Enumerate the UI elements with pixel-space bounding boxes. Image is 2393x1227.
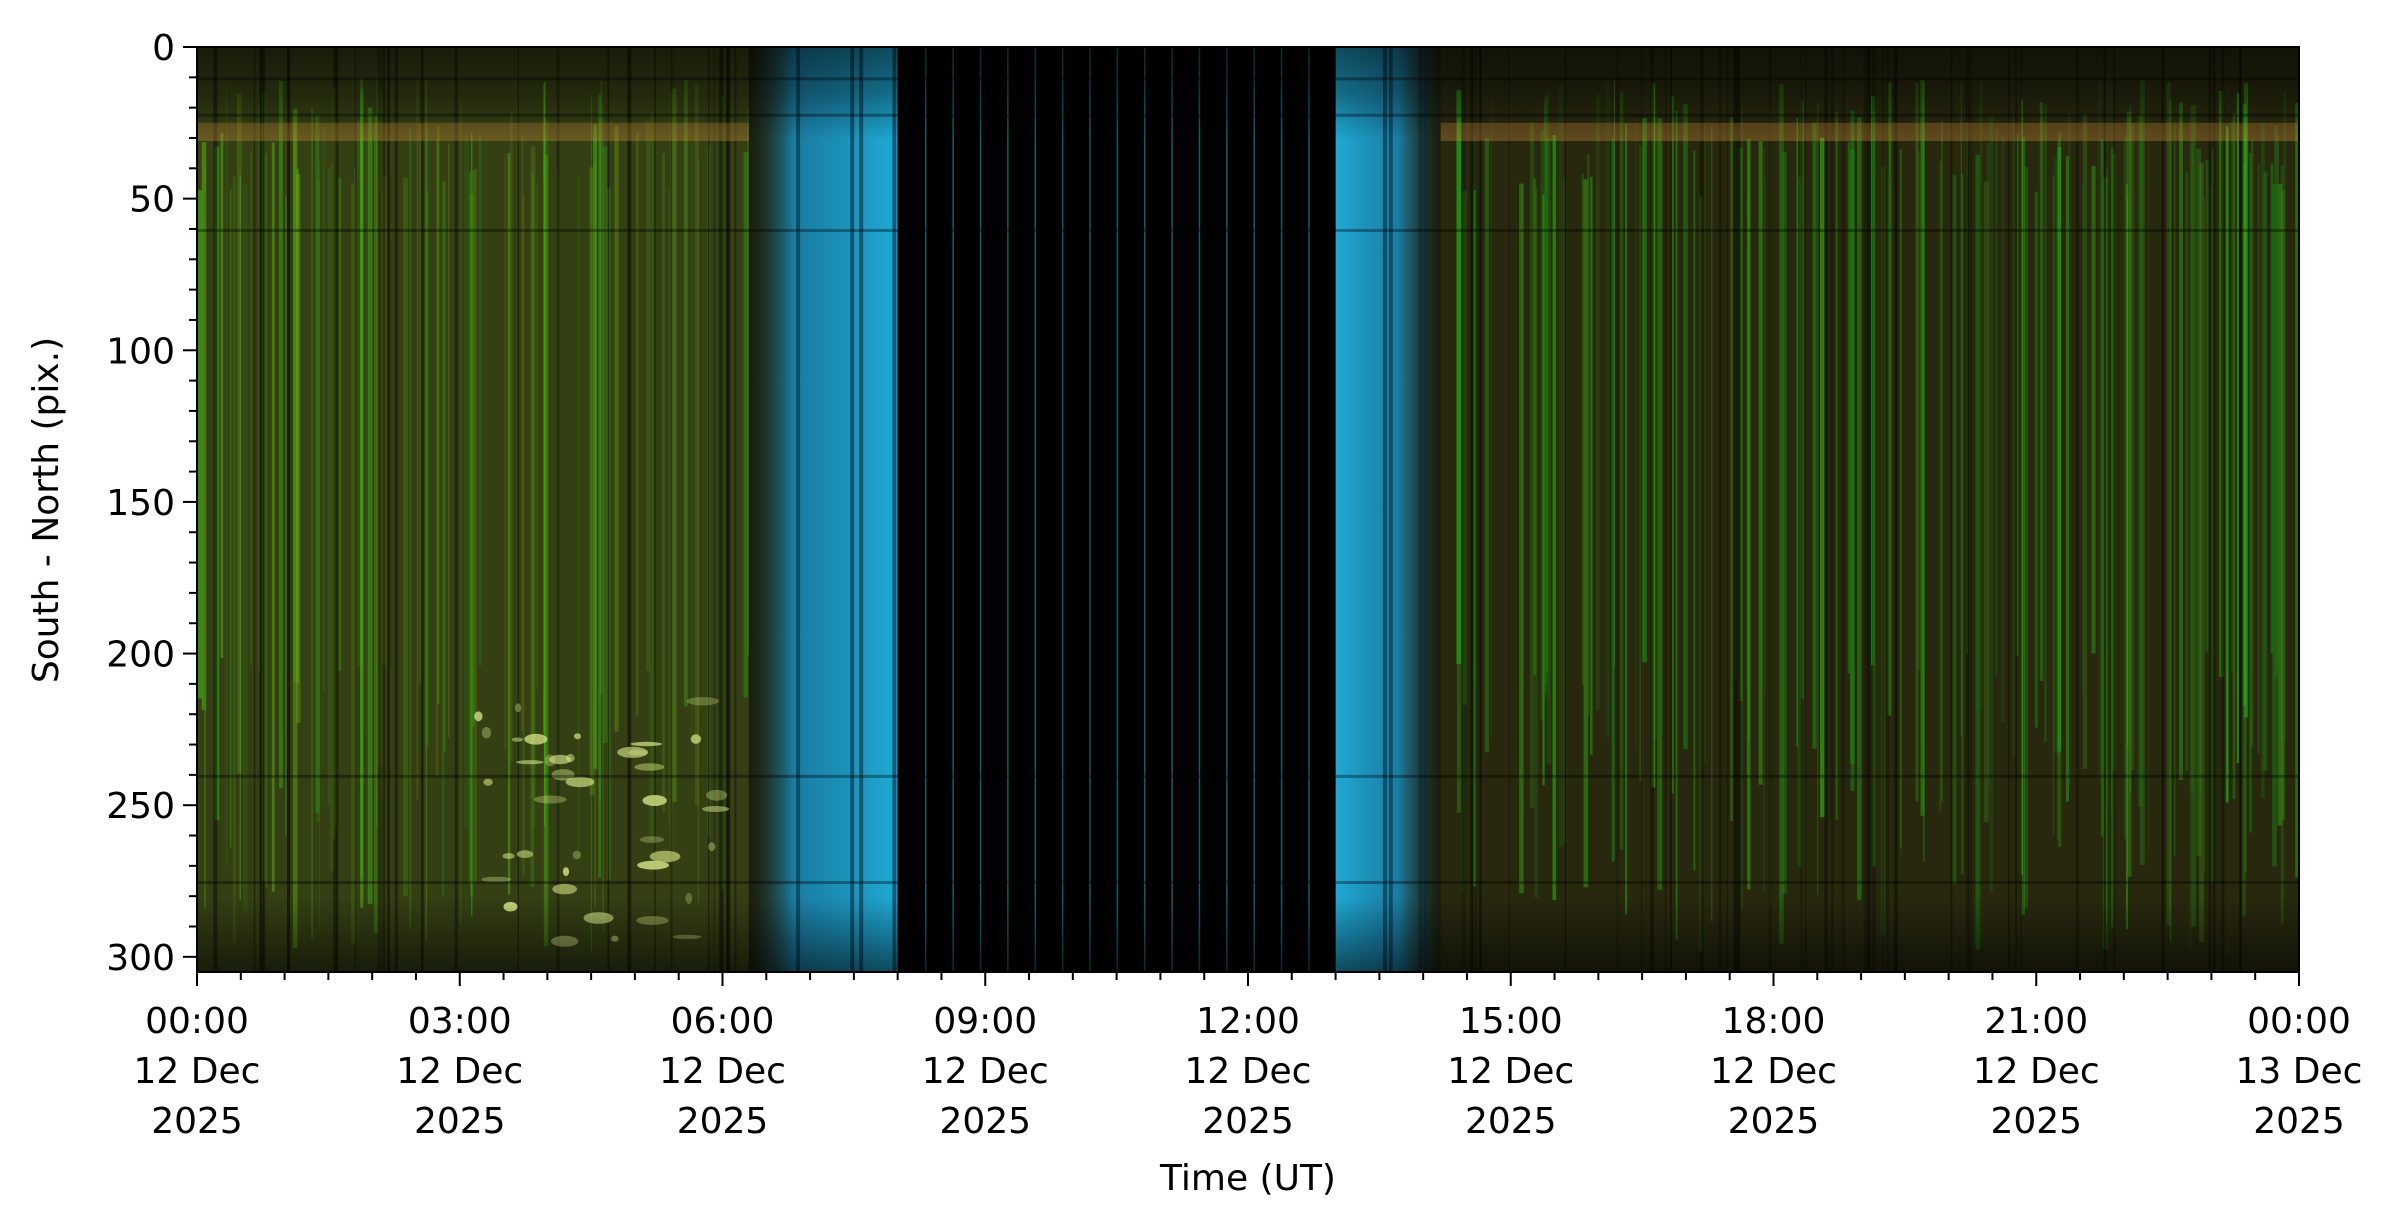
y-tick-label: 250 xyxy=(106,786,175,827)
x-axis-label: Time (UT) xyxy=(1159,1158,1336,1199)
y-tick-label: 200 xyxy=(106,635,175,676)
keogram-image xyxy=(197,47,2299,972)
y-axis-label: South - North (pix.) xyxy=(26,337,67,683)
x-tick-label: 12:00 xyxy=(1196,1001,1300,1042)
x-tick-label: 2025 xyxy=(677,1101,769,1142)
x-tick-label: 2025 xyxy=(2253,1101,2345,1142)
x-tick-label: 12 Dec xyxy=(134,1051,261,1092)
x-tick-label: 2025 xyxy=(1728,1101,1820,1142)
x-tick-label: 00:00 xyxy=(145,1001,249,1042)
y-axis: 0 50 100 150 200 250 300 xyxy=(106,28,197,979)
x-axis: 00:00 12 Dec 2025 03:00 12 Dec 2025 06:00 12 De… xyxy=(134,972,2363,1142)
y-tick-label: 0 xyxy=(152,28,175,69)
x-tick-label: 2025 xyxy=(151,1101,243,1142)
x-tick-label: 12 Dec xyxy=(1710,1051,1837,1092)
x-tick-label: 2025 xyxy=(1202,1101,1294,1142)
vertical-shade xyxy=(197,47,2299,972)
x-tick-label: 2025 xyxy=(939,1101,1031,1142)
x-tick-label: 18:00 xyxy=(1722,1001,1826,1042)
x-tick-label: 12 Dec xyxy=(1447,1051,1574,1092)
x-tick-label: 21:00 xyxy=(1984,1001,2088,1042)
x-tick-label: 15:00 xyxy=(1459,1001,1563,1042)
x-tick-label: 2025 xyxy=(414,1101,506,1142)
x-tick-label: 06:00 xyxy=(671,1001,775,1042)
x-tick-label: 03:00 xyxy=(408,1001,512,1042)
x-tick-label: 12 Dec xyxy=(659,1051,786,1092)
x-tick-label: 2025 xyxy=(1465,1101,1557,1142)
x-tick-label: 12 Dec xyxy=(922,1051,1049,1092)
x-tick-label: 00:00 xyxy=(2247,1001,2351,1042)
y-tick-label: 50 xyxy=(129,180,175,221)
y-tick-label: 100 xyxy=(106,331,175,372)
x-tick-label: 13 Dec xyxy=(2236,1051,2363,1092)
x-tick-label: 2025 xyxy=(1990,1101,2082,1142)
y-tick-label: 300 xyxy=(106,938,175,979)
y-tick-label: 150 xyxy=(106,483,175,524)
x-tick-label: 12 Dec xyxy=(1185,1051,1312,1092)
x-tick-label: 12 Dec xyxy=(396,1051,523,1092)
x-tick-label: 12 Dec xyxy=(1973,1051,2100,1092)
x-tick-label: 09:00 xyxy=(933,1001,1037,1042)
